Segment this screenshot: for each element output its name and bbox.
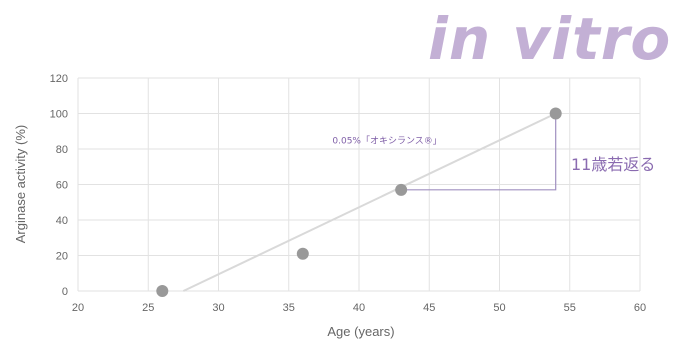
y-tick-label: 0 — [62, 286, 68, 298]
x-tick-label: 30 — [212, 302, 224, 314]
data-point — [156, 285, 169, 297]
annotation-product: 0.05%「オキシランス®」 — [332, 136, 441, 147]
y-tick-label: 100 — [50, 109, 68, 121]
tick-labels: 0 20 40 60 80 100 120 20 25 30 35 40 45 50 55 60 — [50, 73, 646, 314]
grid-lines — [77, 77, 641, 292]
rejuvenation-bracket — [401, 113, 557, 191]
y-tick-label: 40 — [56, 215, 68, 227]
in-vitro-banner: in vitro — [428, 5, 672, 73]
data-point — [395, 183, 408, 196]
data-point — [549, 107, 562, 120]
data-point — [296, 247, 309, 260]
chart-marks — [156, 107, 562, 297]
x-tick-label: 40 — [353, 302, 365, 314]
y-tick-label: 20 — [56, 251, 68, 263]
x-tick-label: 35 — [283, 302, 295, 314]
x-tick-label: 55 — [564, 302, 576, 314]
x-tick-label: 45 — [423, 302, 435, 314]
y-tick-label: 60 — [56, 180, 68, 192]
x-tick-label: 25 — [142, 302, 154, 314]
y-tick-label: 80 — [56, 144, 68, 156]
x-axis-title: Age (years) — [327, 324, 394, 339]
y-tick-label: 120 — [50, 73, 68, 85]
x-tick-label: 50 — [493, 302, 505, 314]
trendline — [182, 112, 557, 292]
annotation-rejuvenation: 11歳若返る — [571, 155, 655, 174]
y-axis-title: Arginase activity (%) — [13, 125, 28, 243]
x-tick-label: 60 — [634, 302, 646, 314]
x-tick-label: 20 — [72, 302, 84, 314]
